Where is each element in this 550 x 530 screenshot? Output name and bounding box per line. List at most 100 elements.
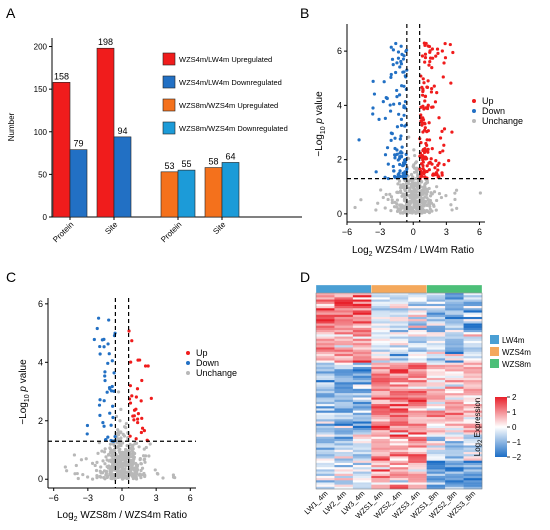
d-cell (334, 391, 354, 394)
d-cell (426, 395, 446, 398)
d-cell (408, 410, 427, 413)
d-cell (389, 408, 409, 411)
d-cell (389, 338, 409, 342)
c-point-unchange (108, 465, 113, 469)
d-cell (389, 360, 409, 363)
d-cell (463, 475, 483, 479)
d-cell (445, 310, 464, 313)
d-cell (334, 441, 354, 444)
d-cell (408, 306, 427, 309)
d-cell (408, 371, 427, 374)
b-point-unchange (410, 211, 414, 215)
d-cell (371, 480, 390, 483)
c-point-unchange (121, 432, 125, 436)
d-cell (463, 421, 483, 424)
b-point-up (421, 89, 425, 94)
d-cell (371, 364, 390, 368)
d-cell (426, 404, 446, 407)
d-cell (352, 423, 372, 427)
d-cell (445, 456, 464, 459)
d-cell (389, 310, 409, 313)
d-cell (445, 314, 464, 318)
c-point-unchange (101, 459, 105, 463)
d-cell (371, 438, 390, 442)
d-cell (445, 404, 464, 407)
b-point-up (442, 61, 446, 65)
d-cell (463, 404, 483, 407)
c-point-unchange (148, 442, 152, 446)
d-cell (352, 351, 372, 355)
b-point-unchange (413, 189, 417, 193)
d-cell (389, 345, 409, 348)
d-cell (445, 308, 464, 311)
c-point-unchange (135, 472, 139, 476)
d-cell (426, 475, 446, 479)
c-point-unchange (100, 449, 104, 453)
b-x-tick-label: −3 (375, 227, 385, 237)
b-point-up (441, 75, 445, 79)
d-cell (389, 369, 409, 372)
d-cell (463, 293, 483, 296)
c-point-unchange (118, 475, 122, 479)
d-cell (463, 299, 483, 302)
b-point-up (428, 49, 432, 53)
d-cell (389, 421, 409, 424)
d-cell (316, 417, 335, 420)
b-point-up (422, 107, 426, 111)
d-cell (389, 436, 409, 440)
b-point-unchange (414, 177, 418, 181)
b-point-unchange (399, 211, 403, 215)
d-group-bar-lw4m (315, 284, 372, 294)
d-cell (426, 303, 446, 307)
d-cell (371, 345, 390, 348)
d-cell (463, 314, 483, 318)
d-cell (426, 447, 446, 450)
d-group-bar-wzs8m (426, 284, 483, 294)
c-point-unchange (113, 477, 117, 481)
d-cell (371, 340, 390, 344)
d-cell (352, 480, 372, 483)
d-cell (408, 388, 427, 392)
b-point-down (392, 102, 396, 106)
d-cell (426, 478, 446, 481)
d-cell (426, 295, 446, 298)
c-y-label: −Log10 p value (18, 359, 31, 425)
d-cell (408, 301, 427, 305)
d-cell (408, 334, 427, 337)
d-cell (463, 371, 483, 374)
d-cell (463, 484, 483, 488)
a-bar-value-label: 158 (54, 71, 69, 81)
d-cell (408, 325, 427, 329)
b-point-down (399, 150, 403, 154)
d-cell (334, 454, 354, 457)
d-cell (389, 484, 409, 488)
d-cell (463, 312, 483, 315)
d-cell (408, 375, 427, 379)
b-point-down (402, 104, 406, 108)
b-point-unchange (407, 135, 411, 139)
d-group-bar-wzs4m (371, 284, 427, 294)
d-cell (352, 293, 372, 296)
c-point-unchange (115, 468, 119, 472)
c-point-unchange (79, 458, 84, 462)
c-point-unchange (108, 442, 113, 446)
b-point-unchange (379, 188, 383, 192)
d-cell (334, 377, 354, 381)
b-point-up (434, 172, 439, 177)
d-cell (389, 458, 409, 461)
d-cell (389, 303, 409, 307)
d-cell (389, 393, 409, 396)
d-cell (352, 327, 372, 331)
d-cell (316, 414, 335, 418)
d-cell (334, 371, 354, 374)
d-cell (316, 367, 335, 370)
b-threshold-lines (347, 24, 485, 222)
d-cell (371, 421, 390, 424)
d-cell (445, 417, 464, 420)
d-cell (389, 367, 409, 370)
d-cell (352, 306, 372, 309)
c-point-unchange (141, 454, 146, 458)
b-point-up (425, 85, 430, 89)
c-point-unchange (108, 468, 112, 472)
